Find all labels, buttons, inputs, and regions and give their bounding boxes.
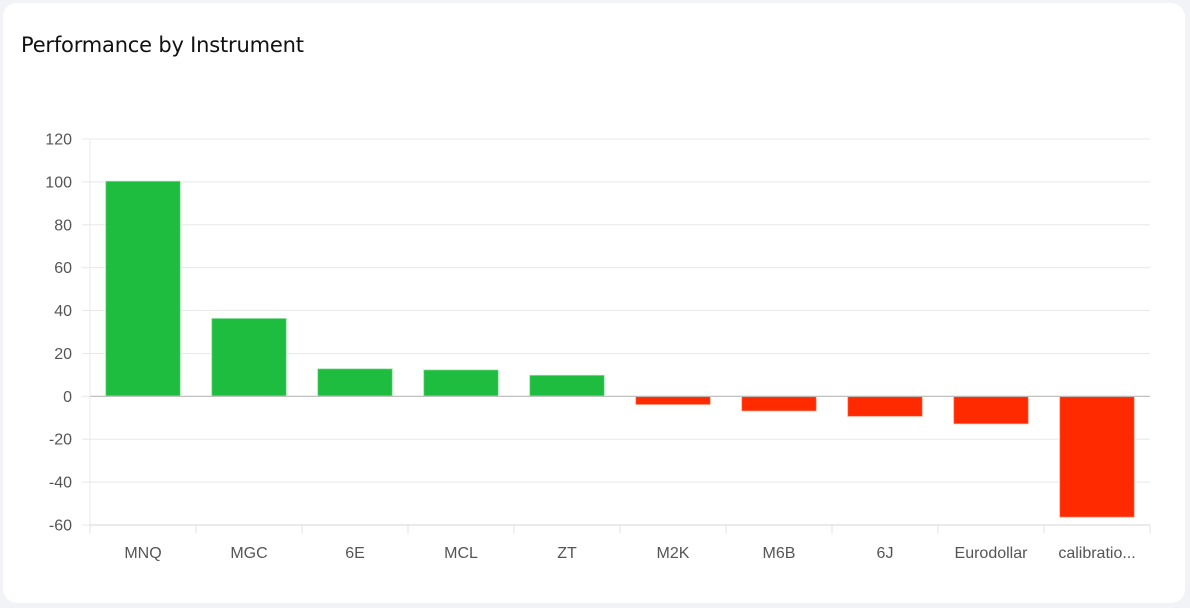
- bar-zt[interactable]: [528, 374, 606, 398]
- x-category-label: MGC: [230, 545, 267, 562]
- bar-mgc[interactable]: [210, 317, 288, 398]
- bar-m2k[interactable]: [634, 395, 712, 406]
- chart-card: Performance by Instrument: [3, 3, 1185, 603]
- axes: [89, 139, 1151, 533]
- x-category-label: MCL: [444, 545, 478, 562]
- bar-6e[interactable]: [316, 367, 394, 398]
- x-category-label: M2K: [657, 545, 690, 562]
- bar-eurodollar[interactable]: [952, 395, 1030, 425]
- bar-calibratio[interactable]: [1058, 395, 1136, 519]
- y-tick-label: 40: [54, 303, 72, 320]
- x-category-label: MNQ: [124, 545, 161, 562]
- y-tick-labels: 120 100 80 60 40 20 0 -20 -40 -60: [45, 132, 72, 535]
- bar-6j[interactable]: [846, 395, 924, 418]
- x-category-label: 6E: [345, 545, 365, 562]
- y-tick-label: 0: [63, 389, 72, 406]
- card-title: Performance by Instrument: [21, 33, 304, 57]
- x-category-label: M6B: [763, 545, 796, 562]
- y-tick-label: -40: [49, 475, 72, 492]
- x-category-label: calibratio...: [1058, 545, 1135, 562]
- y-tick-label: -20: [49, 432, 72, 449]
- x-category-labels: MNQ MGC 6E MCL ZT M2K M6B 6J Eurodollar calibrati…: [124, 545, 1135, 562]
- x-category-label: Eurodollar: [955, 545, 1029, 562]
- bars: [104, 180, 1136, 519]
- bar-mcl[interactable]: [422, 368, 500, 398]
- y-tick-label: -60: [49, 518, 72, 535]
- x-category-label: 6J: [877, 545, 894, 562]
- bar-mnq[interactable]: [104, 180, 182, 398]
- y-tick-label: 100: [45, 174, 72, 191]
- y-tick-label: 20: [54, 346, 72, 363]
- bar-m6b[interactable]: [740, 395, 818, 413]
- y-tick-label: 80: [54, 217, 72, 234]
- y-tick-label: 120: [45, 132, 72, 149]
- x-category-label: ZT: [557, 545, 577, 562]
- y-tick-label: 60: [54, 260, 72, 277]
